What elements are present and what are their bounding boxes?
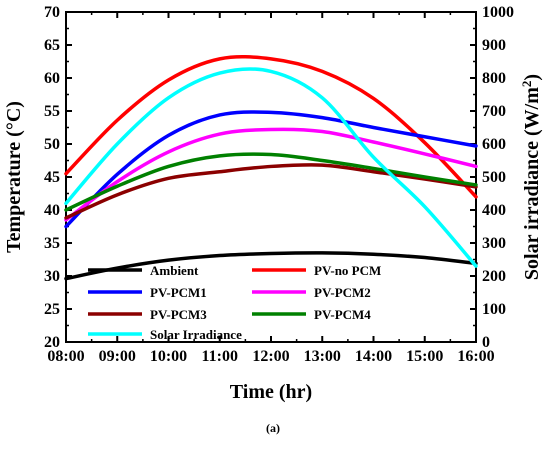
- series-line-pv-pcm1: [64, 110, 478, 229]
- y2-tick-label: 900: [482, 37, 506, 54]
- y-tick-label: 45: [44, 169, 60, 186]
- y2-tick-label: 200: [482, 268, 506, 285]
- y2-tick-label: 700: [482, 103, 506, 120]
- x-tick-label: 11:00: [202, 348, 238, 365]
- y2-tick-label: 300: [482, 235, 506, 252]
- y2-tick-label: 500: [482, 169, 506, 186]
- x-tick-label: 10:00: [150, 348, 187, 365]
- legend-label-pv-pcm2: PV-PCM2: [314, 285, 371, 300]
- legend: Ambient PV-no PCM PV-PCM1 PV-PCM2 PV-PCM3 PV-…: [88, 263, 381, 342]
- x-tick-label: 13:00: [304, 348, 341, 365]
- y-tick-label: 70: [44, 4, 60, 21]
- y2-axis-label: Solar irradiance (W/m2): [519, 74, 544, 280]
- axes: 08:00 09:00 10:00 11:00 12:00 13:00 14:00 15:00…: [44, 4, 514, 365]
- legend-label-solar-irradiance: Solar Irradiance: [150, 327, 242, 342]
- y2-tick-label: 0: [482, 334, 490, 351]
- y-tick-label: 25: [44, 301, 60, 318]
- series-group: [64, 55, 478, 281]
- y-tick-label: 65: [44, 37, 60, 54]
- legend-label-pv-pcm1: PV-PCM1: [150, 285, 207, 300]
- y2-tick-label: 100: [482, 301, 506, 318]
- x-tick-label: 14:00: [355, 348, 392, 365]
- y2-tick-label: 400: [482, 202, 506, 219]
- figure-caption: (a): [266, 421, 280, 435]
- y-tick-label: 60: [44, 70, 60, 87]
- y-tick-label: 55: [44, 103, 60, 120]
- x-tick-label: 12:00: [252, 348, 289, 365]
- series-line-pv-pcm3: [64, 163, 478, 220]
- series-line-solar-irradiance: [64, 67, 478, 268]
- y2-tick-label: 800: [482, 70, 506, 87]
- x-tick-label: 15:00: [406, 348, 443, 365]
- x-tick-label: 09:00: [99, 348, 136, 365]
- y-tick-label: 35: [44, 235, 60, 252]
- y2-axis-label-superscript: 2: [519, 81, 534, 88]
- series-line-ambient: [64, 251, 478, 281]
- y2-tick-label: 600: [482, 136, 506, 153]
- y-tick-label: 30: [44, 268, 60, 285]
- y-tick-label: 50: [44, 136, 60, 153]
- legend-label-pv-no-pcm: PV-no PCM: [314, 263, 381, 278]
- legend-label-pv-pcm4: PV-PCM4: [314, 307, 371, 322]
- series-line-pv-pcm2: [64, 127, 478, 222]
- series-line-pv-pcm4: [64, 152, 478, 212]
- y2-tick-label: 1000: [482, 4, 514, 21]
- x-tick-label: 16:00: [457, 348, 494, 365]
- y-axis-label: Temperature (°C): [3, 101, 25, 253]
- legend-label-ambient: Ambient: [150, 263, 199, 278]
- legend-label-pv-pcm3: PV-PCM3: [150, 307, 207, 322]
- y-tick-label: 40: [44, 202, 60, 219]
- series-line-pv-no-pcm: [64, 55, 478, 199]
- x-tick-label: 08:00: [47, 348, 84, 365]
- y-tick-label: 20: [44, 334, 60, 351]
- x-axis-label: Time (hr): [230, 381, 312, 403]
